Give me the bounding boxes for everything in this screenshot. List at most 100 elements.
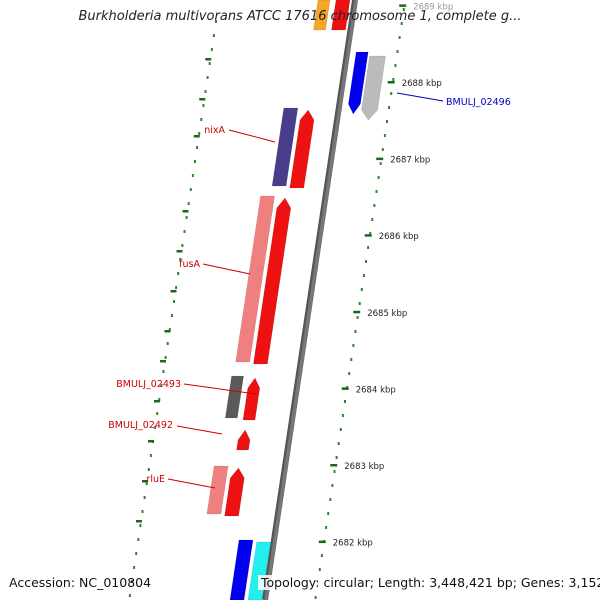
guide-dot-right: [350, 358, 353, 361]
feature-block-rluE-cds: [224, 467, 245, 517]
guide-dot-right: [341, 414, 344, 417]
label-fusA: fusA: [179, 259, 200, 270]
guide-dot-left: [187, 202, 190, 205]
guide-dot-left: [160, 384, 163, 387]
leader-BMULJ_02496: [396, 92, 444, 102]
guide-dot-right: [327, 512, 330, 515]
guide-dot-right: [396, 50, 399, 53]
label-BMULJ_02493: BMULJ_02493: [116, 379, 181, 390]
guide-dot-left: [177, 272, 180, 275]
guide-dot-left: [208, 62, 211, 65]
guide-dot-left: [181, 244, 184, 247]
scale-tick: [341, 387, 349, 390]
guide-dot-right: [390, 92, 393, 95]
guide-dot-left: [139, 524, 142, 527]
feature-block-BMULJ_02493: [224, 375, 244, 419]
scale-tick: [330, 464, 338, 467]
guide-dash-left: [164, 330, 171, 333]
guide-dot-right: [362, 274, 365, 277]
feature-block-top-red: [331, 0, 351, 31]
guide-dot-left: [164, 356, 167, 359]
feature-block-blue: [348, 51, 369, 115]
scale-tick-label: 2685 kbp: [367, 309, 407, 319]
guide-dot-left: [149, 454, 152, 457]
feature-block-bottom-cyan: [247, 541, 272, 600]
guide-dot-right: [352, 344, 355, 347]
label-BMULJ_02496: BMULJ_02496: [446, 97, 511, 108]
feature-block-bottom-blue: [229, 539, 254, 600]
scale-tick-label: 2687 kbp: [390, 156, 430, 166]
guide-dash-left: [199, 98, 206, 101]
guide-dot-left: [156, 412, 159, 415]
guide-dot-right: [358, 302, 361, 305]
leader-BMULJ_02492: [176, 425, 223, 435]
guide-dot-left: [200, 118, 203, 121]
guide-dot-left: [210, 48, 213, 51]
guide-dot-right: [388, 106, 391, 109]
guide-dot-right: [386, 120, 388, 123]
guide-dot-right: [371, 218, 374, 221]
guide-dot-right: [325, 526, 328, 529]
guide-dash-left: [170, 290, 177, 293]
guide-dot-left: [133, 566, 136, 569]
scale-tick: [376, 157, 384, 161]
scale-tick: [399, 4, 407, 7]
guide-dot-left: [206, 76, 209, 79]
guide-dot-left: [189, 188, 192, 191]
scale-tick-label: 2683 kbp: [344, 462, 384, 472]
map-title: Burkholderia multivorans ATCC 17616 chro…: [78, 9, 522, 24]
guide-dot-left: [128, 594, 131, 597]
guide-dot-right: [318, 568, 321, 571]
guide-dash-left: [142, 480, 148, 483]
feature-block-rluE: [206, 465, 229, 515]
guide-dot-left: [143, 496, 146, 499]
feature-block-fusA: [235, 195, 275, 363]
label-rluE: rluE: [146, 474, 165, 485]
guide-dot-left: [204, 90, 207, 93]
guide-dot-left: [141, 510, 144, 513]
guide-dot-left: [191, 174, 194, 177]
guide-dot-left: [168, 328, 171, 331]
guide-dot-left: [154, 426, 157, 429]
guide-dot-right: [365, 260, 367, 263]
guide-dot-left: [173, 300, 175, 303]
guide-dash-left: [182, 210, 189, 213]
feature-block-nixA-cds: [289, 109, 315, 189]
scale-tick-label: 2689 kbp: [413, 2, 453, 12]
guide-dash-left: [154, 400, 160, 403]
leader-nixA: [228, 129, 276, 143]
topology-summary: Topology: circular; Length: 3,448,421 bp…: [258, 575, 600, 590]
guide-dot-left: [162, 370, 165, 373]
feature-block-BMULJ_02492: [236, 429, 251, 451]
accession-text: Accession: NC_010804: [9, 575, 152, 590]
guide-dot-right: [354, 330, 357, 333]
scale-tick: [353, 310, 361, 314]
guide-dot-left: [175, 286, 178, 289]
guide-dot-left: [158, 398, 161, 401]
guide-dash-left: [136, 520, 142, 523]
guide-dot-left: [194, 160, 196, 163]
guide-dot-left: [145, 482, 148, 485]
guide-dash-left: [176, 250, 183, 253]
guide-dash-left: [193, 135, 200, 138]
guide-dot-right: [320, 554, 323, 557]
feature-block-nixA: [271, 107, 299, 187]
leader-fusA: [202, 263, 251, 275]
label-leaders: [167, 92, 444, 489]
scale-tick: [364, 234, 372, 237]
track-guides: [128, 8, 405, 599]
feature-block-top-orange: [313, 0, 331, 31]
backbone-line: [264, 0, 358, 600]
guide-dot-right: [398, 36, 401, 39]
scale-tick-label: 2688 kbp: [402, 79, 442, 89]
guide-dot-right: [335, 456, 338, 459]
guide-dot-left: [170, 314, 173, 317]
guide-dot-right: [392, 78, 395, 81]
feature-block-BMULJ_02493-cds: [242, 377, 261, 421]
guide-dot-right: [394, 64, 397, 67]
guide-dot-left: [196, 146, 199, 149]
scale-tick-label: 2682 kbp: [333, 539, 373, 549]
label-nixA: nixA: [204, 125, 225, 136]
guide-dot-left: [166, 342, 169, 345]
